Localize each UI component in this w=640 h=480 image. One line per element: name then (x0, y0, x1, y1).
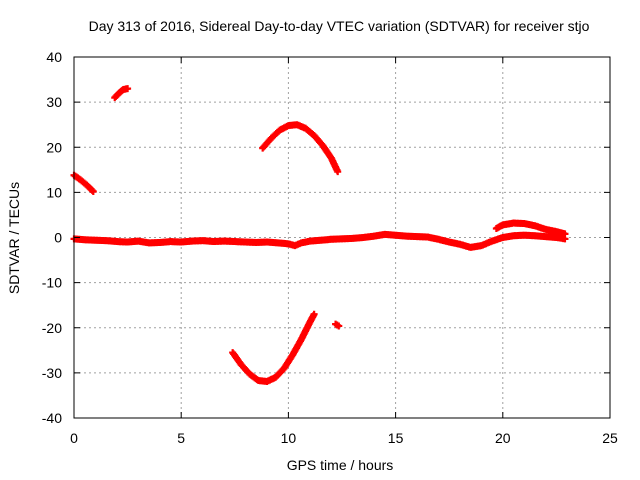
series-baseline (70, 230, 569, 251)
y-tick-label: -20 (42, 320, 62, 336)
y-tick-label: 0 (54, 230, 62, 246)
x-tick-label: 15 (388, 430, 404, 446)
data-point (124, 85, 132, 93)
data-point (334, 168, 342, 176)
series-upper-band-end (492, 219, 569, 238)
data-point (310, 310, 318, 318)
x-axis-label: GPS time / hours (287, 457, 394, 473)
y-tick-label: 30 (46, 94, 62, 110)
y-tick-label: 40 (46, 49, 62, 65)
data-point (561, 230, 569, 238)
x-tick-label: 10 (281, 430, 297, 446)
series-negative-trough (229, 310, 318, 385)
series-positive-hump (259, 121, 342, 176)
x-tick-label: 5 (177, 430, 185, 446)
y-tick-label: 10 (46, 184, 62, 200)
data-point (89, 187, 97, 195)
tick-labels: 0 5 10 15 20 25 -40 -30 -20 -10 0 10 20 30 40 (42, 49, 618, 446)
series-layer (70, 85, 569, 385)
y-tick-label: 20 (46, 139, 62, 155)
y-tick-label: -40 (42, 410, 62, 426)
chart-title: Day 313 of 2016, Sidereal Day-to-day VTE… (89, 18, 590, 34)
y-axis-label: SDTVAR / TECUs (6, 182, 22, 294)
data-point (335, 322, 343, 330)
y-tick-label: -10 (42, 275, 62, 291)
x-tick-label: 25 (602, 430, 618, 446)
x-tick-label: 20 (495, 430, 511, 446)
series-short-arc (111, 85, 132, 102)
x-tick-label: 0 (70, 430, 78, 446)
y-tick-label: -30 (42, 365, 62, 381)
series-isolated-cluster (332, 320, 343, 330)
ticks (73, 56, 611, 419)
